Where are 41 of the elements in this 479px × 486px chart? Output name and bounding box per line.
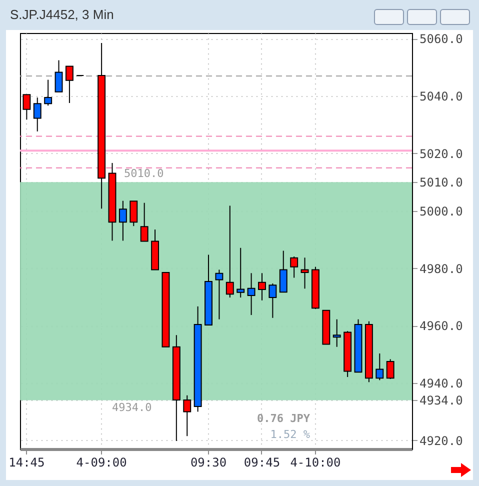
y-tick-label: 5010.0: [420, 176, 463, 190]
y-tick-label: 5040.0: [420, 90, 463, 104]
annotation: 4934.0: [112, 401, 152, 414]
candlestick: [65, 66, 74, 104]
y-tick-label: 4940.0: [420, 376, 463, 391]
y-tick-label: 5020.0: [420, 146, 463, 161]
candlestick: [247, 272, 256, 316]
y-tick-label: 4980.0: [420, 262, 463, 276]
x-tick-label: 09:45: [244, 456, 280, 470]
annotation: 1.52 %: [270, 428, 310, 441]
x-tick-label: 4-09:00: [76, 456, 127, 470]
candlestick: [130, 200, 138, 227]
y-tick-label: 4920.0: [420, 434, 463, 448]
annotation: 0.76 JPY: [257, 412, 310, 425]
y-tick-label: 4934.0: [420, 394, 463, 408]
candlestick: [236, 247, 245, 298]
candlestick: [376, 352, 384, 381]
candlestick: [290, 256, 298, 278]
candlestick: [386, 358, 394, 380]
annotation: 5010.0: [124, 167, 164, 180]
candlestick: [22, 94, 31, 120]
y-tick-label: 5060.0: [420, 32, 463, 46]
candlestick: [332, 318, 341, 348]
x-tick-label: 4-10:00: [290, 456, 341, 470]
candlestick: [279, 250, 288, 293]
candlestick: [183, 394, 192, 437]
candlestick: [300, 257, 309, 290]
candlestick: [118, 200, 127, 242]
y-tick-label: 4960.0: [420, 319, 463, 334]
candlestick: [258, 272, 266, 301]
chart-title: S.JP.J4452, 3 Min: [10, 7, 114, 22]
candlestick: [215, 269, 224, 320]
candlestick: [44, 79, 52, 106]
candlestick: [33, 97, 42, 132]
x-tick-label: 14:45: [8, 456, 45, 470]
candlestick: [226, 205, 234, 298]
candlestick: [268, 282, 277, 318]
candlestick: [140, 202, 148, 242]
candlestick: [54, 60, 63, 92]
x-tick-label: 09:30: [190, 456, 227, 470]
y-tick-label: 5000.0: [420, 204, 463, 218]
